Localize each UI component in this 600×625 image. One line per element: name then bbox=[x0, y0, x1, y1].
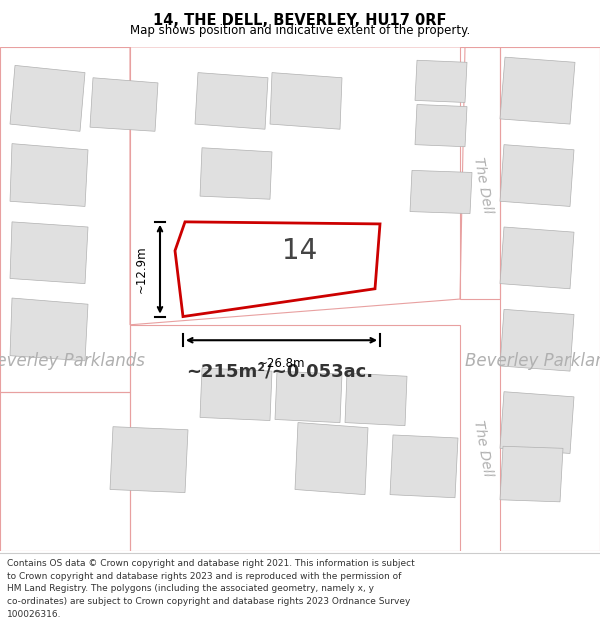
Polygon shape bbox=[415, 60, 467, 102]
Polygon shape bbox=[500, 57, 575, 124]
Polygon shape bbox=[10, 222, 88, 284]
Text: Contains OS data © Crown copyright and database right 2021. This information is : Contains OS data © Crown copyright and d… bbox=[7, 559, 415, 568]
Text: Beverley Parklands: Beverley Parklands bbox=[465, 352, 600, 370]
Polygon shape bbox=[110, 427, 188, 493]
Text: HM Land Registry. The polygons (including the associated geometry, namely x, y: HM Land Registry. The polygons (includin… bbox=[7, 584, 374, 594]
Polygon shape bbox=[410, 171, 472, 214]
Text: Beverley Parklands: Beverley Parklands bbox=[0, 352, 145, 370]
Polygon shape bbox=[390, 435, 458, 498]
Text: to Crown copyright and database rights 2023 and is reproduced with the permissio: to Crown copyright and database rights 2… bbox=[7, 571, 401, 581]
Polygon shape bbox=[200, 148, 272, 199]
Text: ~12.9m: ~12.9m bbox=[135, 246, 148, 293]
Polygon shape bbox=[500, 144, 574, 206]
Polygon shape bbox=[10, 144, 88, 206]
Polygon shape bbox=[175, 222, 380, 316]
Polygon shape bbox=[460, 299, 500, 551]
Polygon shape bbox=[415, 104, 467, 147]
Text: The Dell: The Dell bbox=[471, 419, 495, 478]
Polygon shape bbox=[200, 226, 270, 279]
Text: ~215m²/~0.053ac.: ~215m²/~0.053ac. bbox=[187, 362, 374, 380]
Polygon shape bbox=[460, 47, 500, 299]
Polygon shape bbox=[275, 371, 342, 423]
Polygon shape bbox=[10, 298, 88, 361]
Polygon shape bbox=[500, 227, 574, 289]
Text: ~26.8m: ~26.8m bbox=[258, 357, 305, 370]
Polygon shape bbox=[500, 309, 574, 371]
Text: 14, THE DELL, BEVERLEY, HU17 0RF: 14, THE DELL, BEVERLEY, HU17 0RF bbox=[153, 13, 447, 28]
Text: Map shows position and indicative extent of the property.: Map shows position and indicative extent… bbox=[130, 24, 470, 36]
Polygon shape bbox=[270, 72, 342, 129]
Polygon shape bbox=[500, 446, 563, 502]
Text: 100026316.: 100026316. bbox=[7, 610, 62, 619]
Text: 14: 14 bbox=[283, 237, 317, 264]
Text: The Dell: The Dell bbox=[471, 156, 495, 215]
Polygon shape bbox=[90, 78, 158, 131]
Polygon shape bbox=[345, 373, 407, 426]
Polygon shape bbox=[10, 66, 85, 131]
Polygon shape bbox=[200, 368, 272, 421]
Text: co-ordinates) are subject to Crown copyright and database rights 2023 Ordnance S: co-ordinates) are subject to Crown copyr… bbox=[7, 598, 410, 606]
Polygon shape bbox=[195, 72, 268, 129]
Polygon shape bbox=[500, 392, 574, 454]
Polygon shape bbox=[295, 422, 368, 494]
Polygon shape bbox=[0, 299, 600, 392]
